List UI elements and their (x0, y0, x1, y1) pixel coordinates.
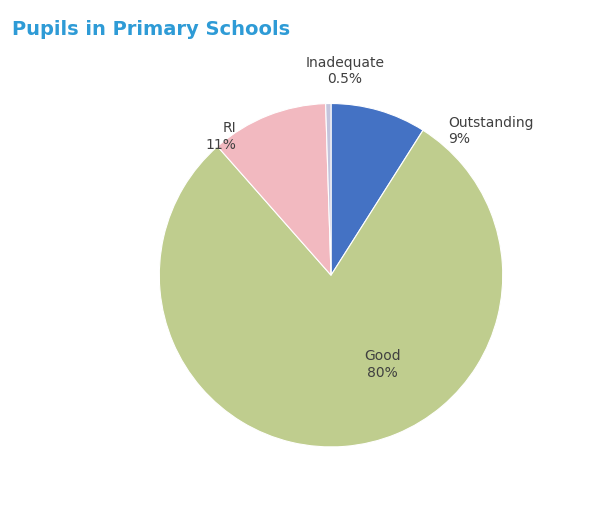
Wedge shape (326, 104, 331, 275)
Wedge shape (331, 104, 423, 275)
Text: Inadequate
0.5%: Inadequate 0.5% (305, 56, 384, 86)
Text: Good
80%: Good 80% (364, 349, 401, 380)
Wedge shape (159, 130, 503, 447)
Text: Pupils in Primary Schools: Pupils in Primary Schools (12, 20, 291, 39)
Text: RI
11%: RI 11% (206, 121, 237, 152)
Text: Outstanding
9%: Outstanding 9% (447, 116, 533, 146)
Wedge shape (218, 104, 331, 275)
